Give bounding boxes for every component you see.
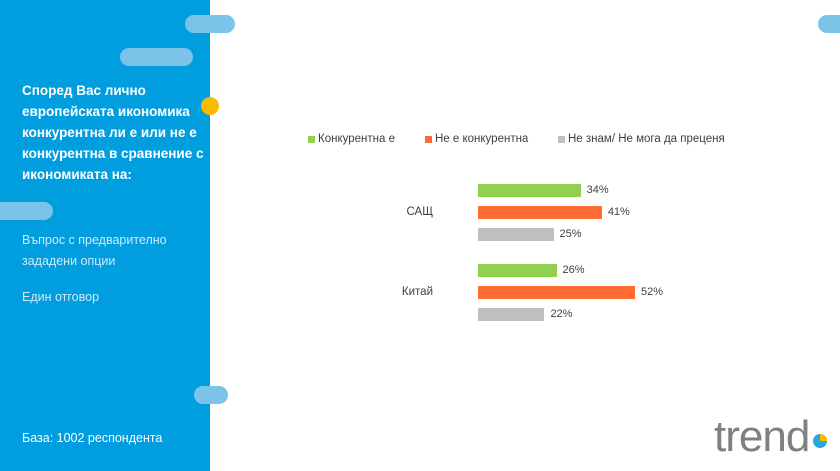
category-label: САЩ: [406, 206, 433, 218]
data-label: 52%: [641, 286, 664, 298]
legend-label: Конкурентна е: [318, 133, 395, 145]
bar: [478, 228, 554, 241]
legend-item: Конкурентна е: [308, 133, 395, 145]
question-type: Въпрос с предварително зададени опции: [22, 233, 167, 268]
data-label: 34%: [586, 184, 609, 196]
bar: [478, 308, 545, 321]
bar: [478, 264, 557, 277]
category-label: Китай: [401, 286, 433, 298]
decorative-pill: [818, 15, 840, 33]
bar: [478, 286, 636, 299]
bar: [478, 206, 602, 219]
svg-text:trend: trend: [714, 412, 809, 458]
trend-logo: trend: [714, 412, 827, 458]
decorative-pill: [120, 48, 193, 66]
data-label: 22%: [550, 308, 573, 320]
legend-swatch: [308, 135, 315, 143]
question-text: Според Вас лично европейската икономика …: [22, 83, 204, 182]
decorative-pill: [194, 386, 228, 404]
base-size: База: 1002 респондента: [22, 431, 163, 445]
data-label: 41%: [607, 206, 630, 218]
legend-item: Не знам/ Не мога да преценя: [558, 133, 725, 145]
legend-item: Не е конкурентна: [425, 133, 528, 145]
legend-swatch: [425, 135, 432, 143]
bar: [478, 184, 581, 197]
sidebar-panel: [0, 0, 210, 471]
legend-label: Не е конкурентна: [435, 133, 529, 145]
decorative-pill: [185, 15, 235, 33]
answer-mode: Един отговор: [22, 290, 100, 304]
legend-swatch: [558, 135, 565, 143]
decorative-dot: [201, 97, 219, 115]
data-label: 25%: [559, 228, 582, 240]
legend-label: Не знам/ Не мога да преценя: [568, 133, 725, 145]
decorative-pill: [0, 202, 53, 220]
data-label: 26%: [562, 264, 585, 276]
